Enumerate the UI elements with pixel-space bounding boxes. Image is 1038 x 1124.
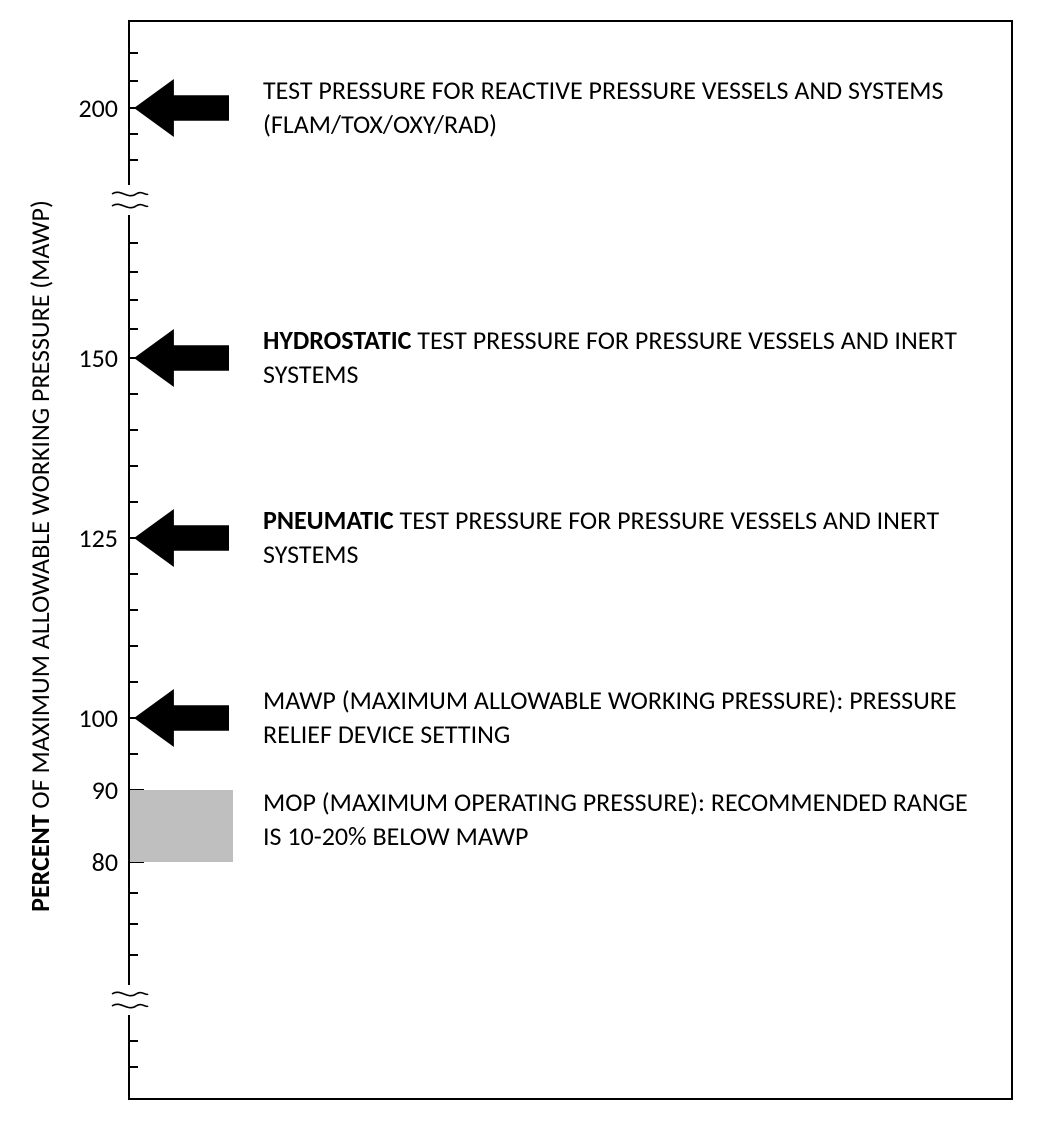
- minor-tick: [128, 159, 138, 161]
- tick-label: 100: [58, 702, 118, 734]
- arrow-icon: [134, 329, 229, 392]
- minor-tick: [128, 271, 138, 273]
- y-axis-label-bold: PERCENT: [24, 814, 56, 911]
- tick-label: 125: [58, 522, 118, 554]
- minor-tick: [128, 242, 138, 244]
- minor-tick: [128, 393, 138, 395]
- minor-tick: [128, 1040, 138, 1042]
- minor-tick: [128, 465, 138, 467]
- minor-tick: [128, 645, 138, 647]
- minor-tick: [128, 1066, 138, 1068]
- minor-tick: [128, 573, 138, 575]
- minor-tick: [128, 299, 138, 301]
- axis-break-icon: [110, 985, 150, 1015]
- minor-tick: [128, 429, 138, 431]
- axis-break-icon: [110, 185, 150, 215]
- y-axis-label: PERCENT OF MAXIMUM ALLOWABLE WORKING PRE…: [24, 26, 56, 1086]
- entry-text: MAWP (MAXIMUM ALLOWABLE WORKING PRESSURE…: [263, 684, 983, 752]
- tick-label: 150: [58, 342, 118, 374]
- minor-tick: [128, 954, 138, 956]
- minor-tick: [128, 609, 138, 611]
- minor-tick: [128, 681, 138, 683]
- tick-label: 80: [58, 846, 118, 878]
- mop-range-box: [130, 790, 233, 862]
- entry-text: HYDROSTATIC TEST PRESSURE FOR PRESSURE V…: [263, 324, 983, 392]
- minor-tick: [128, 892, 138, 894]
- minor-tick: [128, 753, 138, 755]
- arrow-icon: [134, 79, 229, 142]
- minor-tick: [128, 501, 138, 503]
- entry-text: TEST PRESSURE FOR REACTIVE PRESSURE VESS…: [263, 74, 983, 142]
- minor-tick: [128, 52, 138, 54]
- tick-label: 200: [58, 92, 118, 124]
- entry-text: PNEUMATIC TEST PRESSURE FOR PRESSURE VES…: [263, 504, 983, 572]
- tick-label: 90: [58, 774, 118, 806]
- arrow-icon: [134, 689, 229, 752]
- minor-tick: [128, 923, 138, 925]
- y-axis-label-rest: OF MAXIMUM ALLOWABLE WORKING PRESSURE (M…: [24, 200, 56, 814]
- arrow-icon: [134, 509, 229, 572]
- entry-text: MOP (MAXIMUM OPERATING PRESSURE): RECOMM…: [263, 786, 983, 854]
